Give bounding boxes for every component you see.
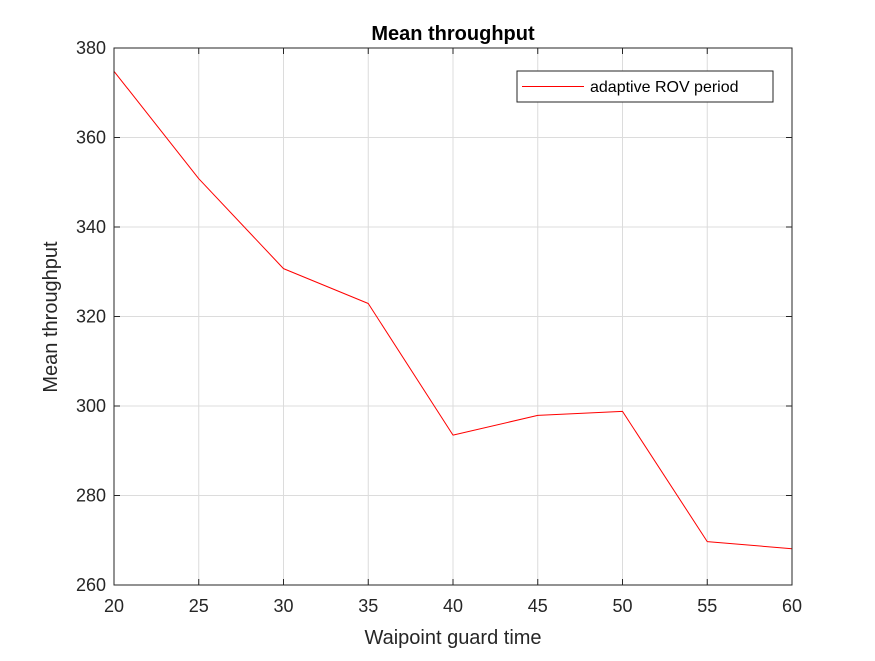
x-tick-label: 20 bbox=[104, 596, 124, 616]
y-tick-label: 320 bbox=[76, 307, 106, 327]
x-tick-label: 45 bbox=[528, 596, 548, 616]
y-tick-label: 280 bbox=[76, 486, 106, 506]
x-tick-label: 60 bbox=[782, 596, 802, 616]
x-tick-label: 35 bbox=[358, 596, 378, 616]
y-tick-label: 380 bbox=[76, 38, 106, 58]
ticks: 20 25 30 35 40 45 50 55 60 260 280 300 320 340 360 380 bbox=[76, 38, 802, 616]
y-axis-label: Mean throughput bbox=[40, 241, 62, 393]
chart-title: Mean throughput bbox=[371, 23, 535, 45]
y-tick-label: 300 bbox=[76, 396, 106, 416]
x-tick-label: 55 bbox=[697, 596, 717, 616]
series-layer bbox=[113, 70, 793, 550]
legend-entry-adaptive-rov-period: adaptive ROV period bbox=[590, 79, 739, 96]
y-tick-label: 260 bbox=[76, 575, 106, 595]
y-tick-label: 340 bbox=[76, 217, 106, 237]
x-tick-label: 40 bbox=[443, 596, 463, 616]
x-tick-label: 25 bbox=[189, 596, 209, 616]
x-axis-label: Waipoint guard time bbox=[364, 627, 541, 649]
y-tick-label: 360 bbox=[76, 128, 106, 148]
x-tick-label: 30 bbox=[273, 596, 293, 616]
x-tick-label: 50 bbox=[612, 596, 632, 616]
series-line-0 bbox=[113, 70, 793, 550]
legend: adaptive ROV period bbox=[516, 70, 774, 103]
